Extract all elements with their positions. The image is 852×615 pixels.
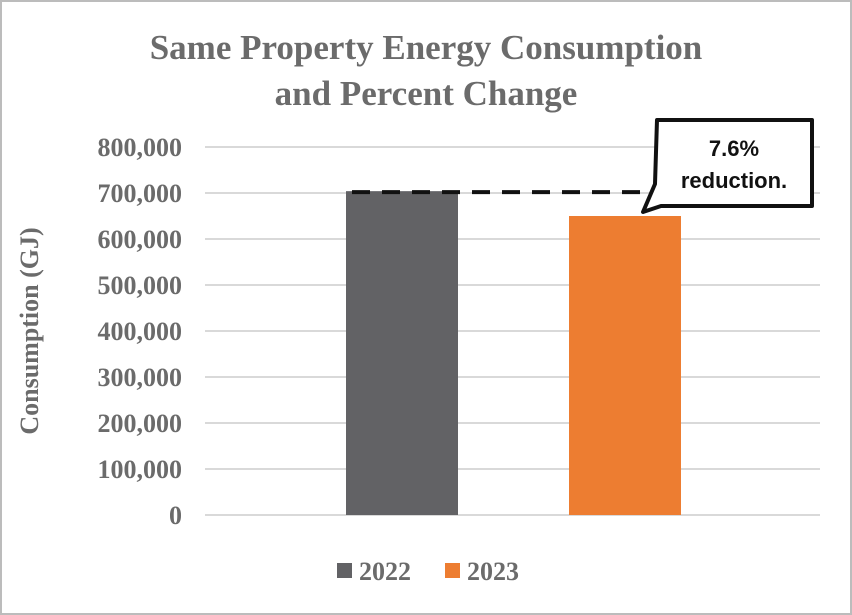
y-tick-label: 100,000 [98, 455, 183, 484]
legend-label-2023: 2023 [467, 557, 519, 586]
chart-title-line2: and Percent Change [275, 74, 578, 113]
chart-title-line1: Same Property Energy Consumption [150, 28, 703, 67]
legend-swatch-2022 [337, 563, 352, 578]
y-tick-label: 400,000 [98, 317, 183, 346]
legend-swatch-2023 [445, 563, 460, 578]
annotation-callout: 7.6% reduction. [641, 118, 814, 214]
legend-label-2022: 2022 [359, 557, 411, 586]
y-tick-label: 200,000 [98, 409, 183, 438]
y-tick-label: 800,000 [98, 133, 183, 162]
y-axis-label: Consumption (GJ) [15, 227, 44, 434]
y-tick-label: 600,000 [98, 225, 183, 254]
y-tick-label: 0 [169, 501, 182, 530]
annotation-line1: 7.6% [709, 136, 759, 161]
annotation-line2: reduction. [681, 168, 787, 193]
y-tick-label: 700,000 [98, 179, 183, 208]
y-tick-label: 300,000 [98, 363, 183, 392]
bar-2023 [569, 216, 681, 515]
callout-box [641, 118, 814, 214]
bar-2022 [346, 191, 458, 515]
y-tick-label: 500,000 [98, 271, 183, 300]
